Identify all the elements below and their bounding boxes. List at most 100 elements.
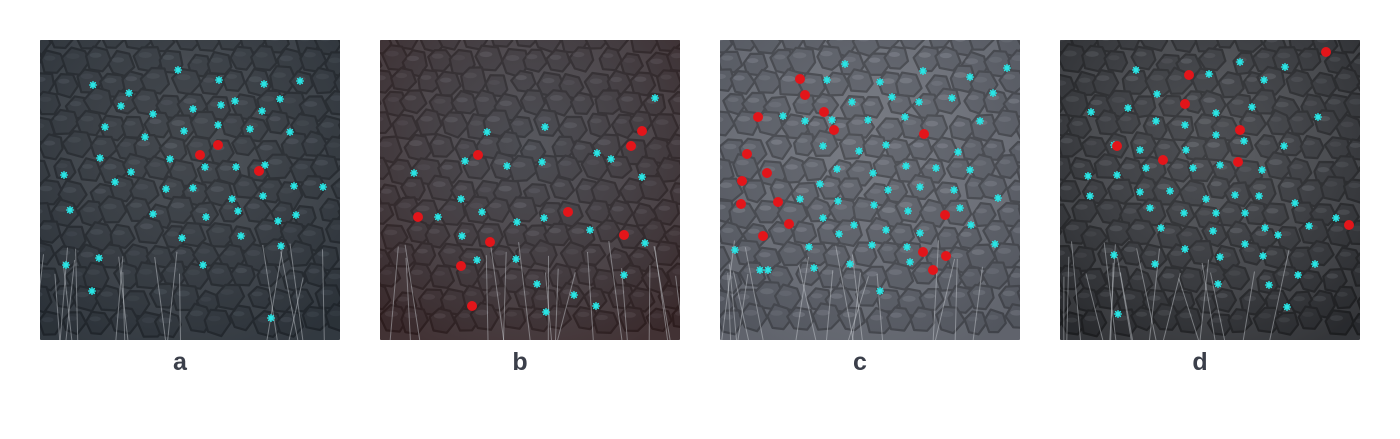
red-marker (784, 219, 794, 229)
panel-a: a (40, 40, 340, 376)
cyan-marker (778, 112, 787, 120)
red-marker (800, 90, 810, 100)
cyan-marker (755, 266, 765, 274)
whisker-hair (1103, 242, 1117, 340)
cyan-marker (1314, 113, 1323, 121)
red-marker (1321, 47, 1331, 57)
cyan-marker (503, 162, 511, 170)
red-marker (637, 126, 647, 136)
cyan-marker (731, 246, 740, 254)
cyan-marker (409, 169, 419, 177)
red-marker (213, 140, 223, 150)
cyan-marker (1240, 137, 1248, 145)
whisker-hair (848, 276, 869, 340)
cyan-marker (1124, 104, 1132, 112)
cyan-marker (141, 133, 149, 141)
cyan-marker (819, 142, 827, 150)
whisker-hair (654, 246, 669, 340)
cyan-marker (189, 105, 197, 113)
red-marker (758, 231, 768, 241)
cyan-marker (966, 72, 974, 82)
cyan-marker (189, 184, 197, 192)
cyan-marker (1281, 62, 1289, 72)
red-marker (1180, 99, 1190, 109)
whisker-hair (932, 240, 939, 340)
cyan-marker (990, 240, 1000, 248)
cyan-marker (1216, 253, 1224, 261)
cyan-marker (1258, 166, 1266, 174)
panel-label-d: d (1192, 348, 1208, 376)
panel-d: d (1060, 40, 1360, 376)
cyan-marker (512, 255, 520, 263)
whisker-hair (737, 273, 749, 340)
cyan-marker (1216, 161, 1224, 169)
whisker-hair (587, 251, 594, 340)
red-marker (829, 125, 839, 135)
cyan-marker (1331, 214, 1341, 222)
red-marker (737, 176, 747, 186)
cyan-marker (234, 207, 242, 215)
red-marker (1112, 141, 1122, 151)
red-marker (254, 166, 264, 176)
cyan-marker (1182, 146, 1190, 154)
whisker-hair (404, 244, 421, 340)
cyan-marker (763, 266, 773, 274)
cyan-marker (1280, 142, 1288, 150)
cyan-marker (1283, 302, 1291, 312)
cyan-marker (1136, 146, 1144, 154)
cyan-marker (876, 77, 884, 87)
panel-label-a: a (173, 348, 187, 376)
red-marker (919, 129, 929, 139)
whisker-hair (167, 251, 178, 340)
skin-photo-d (1060, 40, 1360, 340)
whisker-hair (608, 241, 623, 340)
whisker-hair (1210, 272, 1226, 340)
cyan-marker (1142, 164, 1150, 172)
cyan-marker (916, 229, 924, 237)
cyan-marker (796, 195, 804, 203)
cyan-marker (1112, 171, 1122, 179)
cyan-marker (1261, 224, 1269, 232)
red-marker (1235, 125, 1245, 135)
cyan-marker (65, 206, 75, 214)
red-marker (1158, 155, 1168, 165)
cyan-marker (59, 171, 69, 179)
cyan-marker (95, 154, 105, 162)
cyan-marker (1085, 192, 1095, 200)
cyan-marker (433, 213, 443, 221)
whisker-hair (1199, 259, 1210, 340)
cyan-marker (149, 210, 157, 218)
cyan-marker (1181, 121, 1189, 129)
red-marker (819, 107, 829, 117)
whisker-hair (289, 243, 304, 340)
cyan-marker (1205, 69, 1213, 79)
cyan-marker (1002, 63, 1012, 73)
cyan-marker (888, 92, 896, 102)
whisker-hair (795, 256, 809, 340)
cyan-marker (819, 214, 827, 222)
cyan-marker (902, 162, 910, 170)
cyan-marker (868, 241, 876, 249)
cyan-marker (570, 291, 578, 300)
cyan-marker (100, 123, 109, 131)
whisker-hair (835, 245, 854, 340)
whisker-hair (1201, 262, 1216, 340)
cyan-marker (1231, 191, 1239, 199)
cyan-marker (607, 155, 615, 163)
red-marker (485, 237, 495, 247)
cyan-marker (87, 287, 97, 295)
whisker-hair (1163, 272, 1181, 340)
cyan-marker (954, 148, 962, 156)
cyan-marker (1248, 102, 1256, 111)
cyan-marker (855, 147, 863, 155)
whisker-hair (729, 264, 737, 340)
cyan-marker (833, 165, 841, 173)
cyan-marker (593, 149, 601, 157)
whisker-hair (876, 273, 883, 340)
whisker-hair (935, 258, 956, 340)
cyan-marker (277, 242, 285, 250)
whisker-hair (503, 251, 507, 340)
cyan-marker (149, 110, 157, 118)
cyan-marker (988, 88, 998, 98)
whisker-hair (179, 273, 181, 340)
